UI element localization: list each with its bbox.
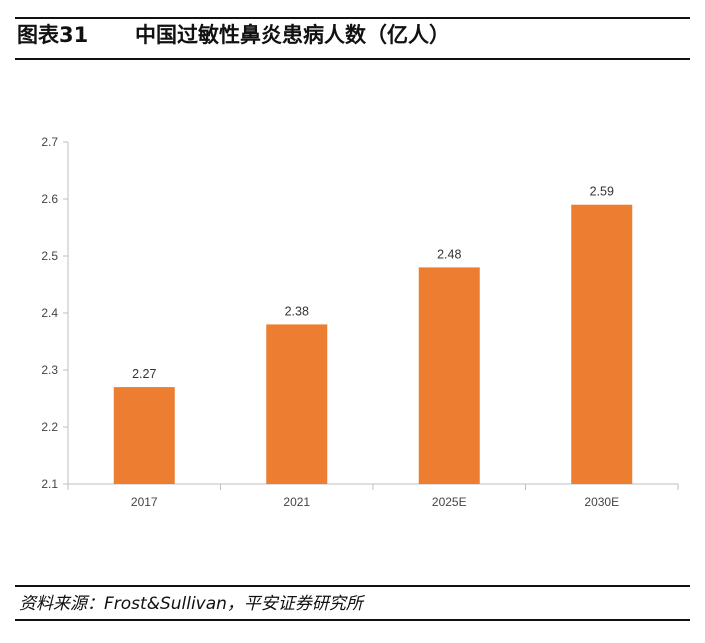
x-tick-label: 2017 [131, 495, 158, 509]
figure-caption: 中国过敏性鼻炎患病人数（亿人） [135, 23, 450, 47]
top-rule [15, 17, 690, 19]
y-tick-label: 2.5 [41, 249, 58, 263]
data-label: 2.38 [285, 304, 309, 318]
bar-2030E [571, 204, 633, 484]
source-note: 资料来源：Frost&Sullivan，平安证券研究所 [19, 594, 363, 614]
y-tick-label: 2.1 [41, 477, 58, 491]
figure-title: 图表31 中国过敏性鼻炎患病人数（亿人） [17, 20, 687, 50]
y-tick-label: 2.6 [41, 192, 58, 206]
data-label: 2.48 [437, 247, 461, 261]
bar-2025E [418, 267, 480, 484]
bottom-rule [15, 619, 690, 621]
y-tick-label: 2.2 [41, 420, 58, 434]
y-tick-label: 2.7 [41, 135, 58, 149]
y-tick-label: 2.4 [41, 306, 58, 320]
bar-2017 [113, 387, 175, 484]
title-underline [15, 58, 690, 60]
x-tick-label: 2025E [432, 495, 467, 509]
x-tick-label: 2030E [584, 495, 619, 509]
data-label: 2.59 [590, 185, 614, 199]
figure-number: 图表31 [17, 23, 89, 47]
y-tick-label: 2.3 [41, 363, 58, 377]
data-label: 2.27 [132, 367, 156, 381]
x-tick-label: 2021 [283, 495, 310, 509]
bar-2021 [266, 324, 328, 484]
source-top-rule [15, 585, 690, 587]
